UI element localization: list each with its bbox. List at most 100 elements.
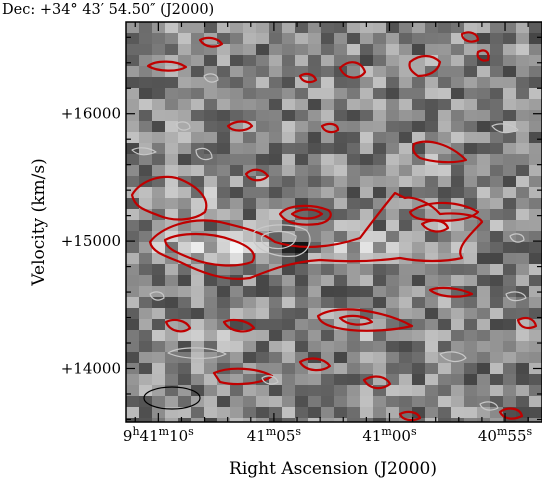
positive-contour	[298, 72, 318, 84]
map-pixel	[204, 385, 218, 397]
map-pixel	[464, 330, 478, 342]
map-pixel	[243, 88, 257, 100]
map-pixel	[282, 187, 296, 199]
map-pixel	[321, 66, 335, 78]
map-pixel	[243, 374, 257, 386]
map-pixel	[178, 187, 192, 199]
map-pixel	[347, 209, 361, 221]
map-pixel	[334, 396, 348, 408]
map-pixel	[295, 264, 309, 276]
negative-contour	[131, 147, 157, 156]
map-pixel	[217, 22, 231, 34]
map-pixel	[451, 121, 465, 133]
map-pixel	[464, 363, 478, 375]
map-pixel	[139, 407, 153, 419]
map-pixel	[165, 66, 179, 78]
map-pixel	[477, 352, 491, 364]
map-pixel	[334, 110, 348, 122]
map-pixel	[217, 385, 231, 397]
map-pixel	[334, 220, 348, 232]
map-pixel	[529, 253, 542, 265]
map-pixel	[503, 77, 517, 89]
positive-contour	[148, 191, 484, 280]
map-pixel	[230, 33, 244, 45]
map-pixel	[217, 154, 231, 166]
map-pixel	[386, 363, 400, 375]
map-pixel	[386, 242, 400, 254]
map-pixel	[334, 55, 348, 67]
map-pixel	[217, 363, 231, 375]
map-pixel	[334, 143, 348, 155]
map-pixel	[412, 297, 426, 309]
map-pixel	[139, 341, 153, 353]
map-pixel	[373, 132, 387, 144]
map-pixel	[412, 396, 426, 408]
map-pixel	[399, 176, 413, 188]
map-pixel	[399, 352, 413, 364]
map-pixel	[438, 209, 452, 221]
map-pixel	[477, 110, 491, 122]
map-pixel	[516, 77, 530, 89]
map-pixel	[425, 374, 439, 386]
map-pixel	[321, 99, 335, 111]
map-pixel	[217, 33, 231, 45]
map-pixel	[295, 385, 309, 397]
map-pixel	[477, 264, 491, 276]
map-pixel	[412, 99, 426, 111]
map-pixel	[347, 286, 361, 298]
map-pixel	[230, 275, 244, 287]
map-pixel	[269, 209, 283, 221]
map-pixel	[165, 176, 179, 188]
map-pixel	[451, 220, 465, 232]
map-pixel	[152, 33, 166, 45]
map-pixel	[204, 286, 218, 298]
map-pixel	[516, 154, 530, 166]
map-pixel	[126, 132, 140, 144]
map-pixel	[308, 341, 322, 353]
map-pixel	[490, 319, 504, 331]
negative-contour	[491, 123, 519, 134]
map-pixel	[334, 275, 348, 287]
map-pixel	[152, 99, 166, 111]
map-pixel	[347, 374, 361, 386]
map-pixel	[373, 154, 387, 166]
map-pixel	[529, 44, 542, 56]
map-pixel	[204, 220, 218, 232]
map-pixel	[230, 341, 244, 353]
map-pixel	[139, 132, 153, 144]
map-pixel	[399, 55, 413, 67]
map-pixel	[191, 385, 205, 397]
map-pixel	[464, 253, 478, 265]
map-pixel	[269, 132, 283, 144]
map-pixel	[438, 165, 452, 177]
map-pixel	[464, 99, 478, 111]
map-pixel	[347, 231, 361, 243]
map-pixel	[451, 154, 465, 166]
map-pixel	[230, 297, 244, 309]
map-pixel	[490, 187, 504, 199]
map-pixel	[256, 132, 270, 144]
map-pixel	[425, 253, 439, 265]
map-pixel	[477, 286, 491, 298]
map-pixel	[178, 363, 192, 375]
map-pixel	[139, 77, 153, 89]
map-pixel	[451, 319, 465, 331]
map-pixel	[399, 187, 413, 199]
map-pixel	[243, 176, 257, 188]
map-pixel	[360, 99, 374, 111]
map-pixel	[295, 352, 309, 364]
map-pixel	[295, 110, 309, 122]
map-pixel	[321, 209, 335, 221]
map-pixel	[152, 77, 166, 89]
map-pixel	[308, 363, 322, 375]
map-pixel	[490, 165, 504, 177]
map-pixel	[269, 88, 283, 100]
map-pixel	[386, 264, 400, 276]
map-pixel	[295, 165, 309, 177]
map-pixel	[464, 308, 478, 320]
map-pixel	[438, 143, 452, 155]
map-pixel	[412, 275, 426, 287]
map-pixel	[334, 99, 348, 111]
map-pixel	[191, 44, 205, 56]
map-pixel	[412, 341, 426, 353]
